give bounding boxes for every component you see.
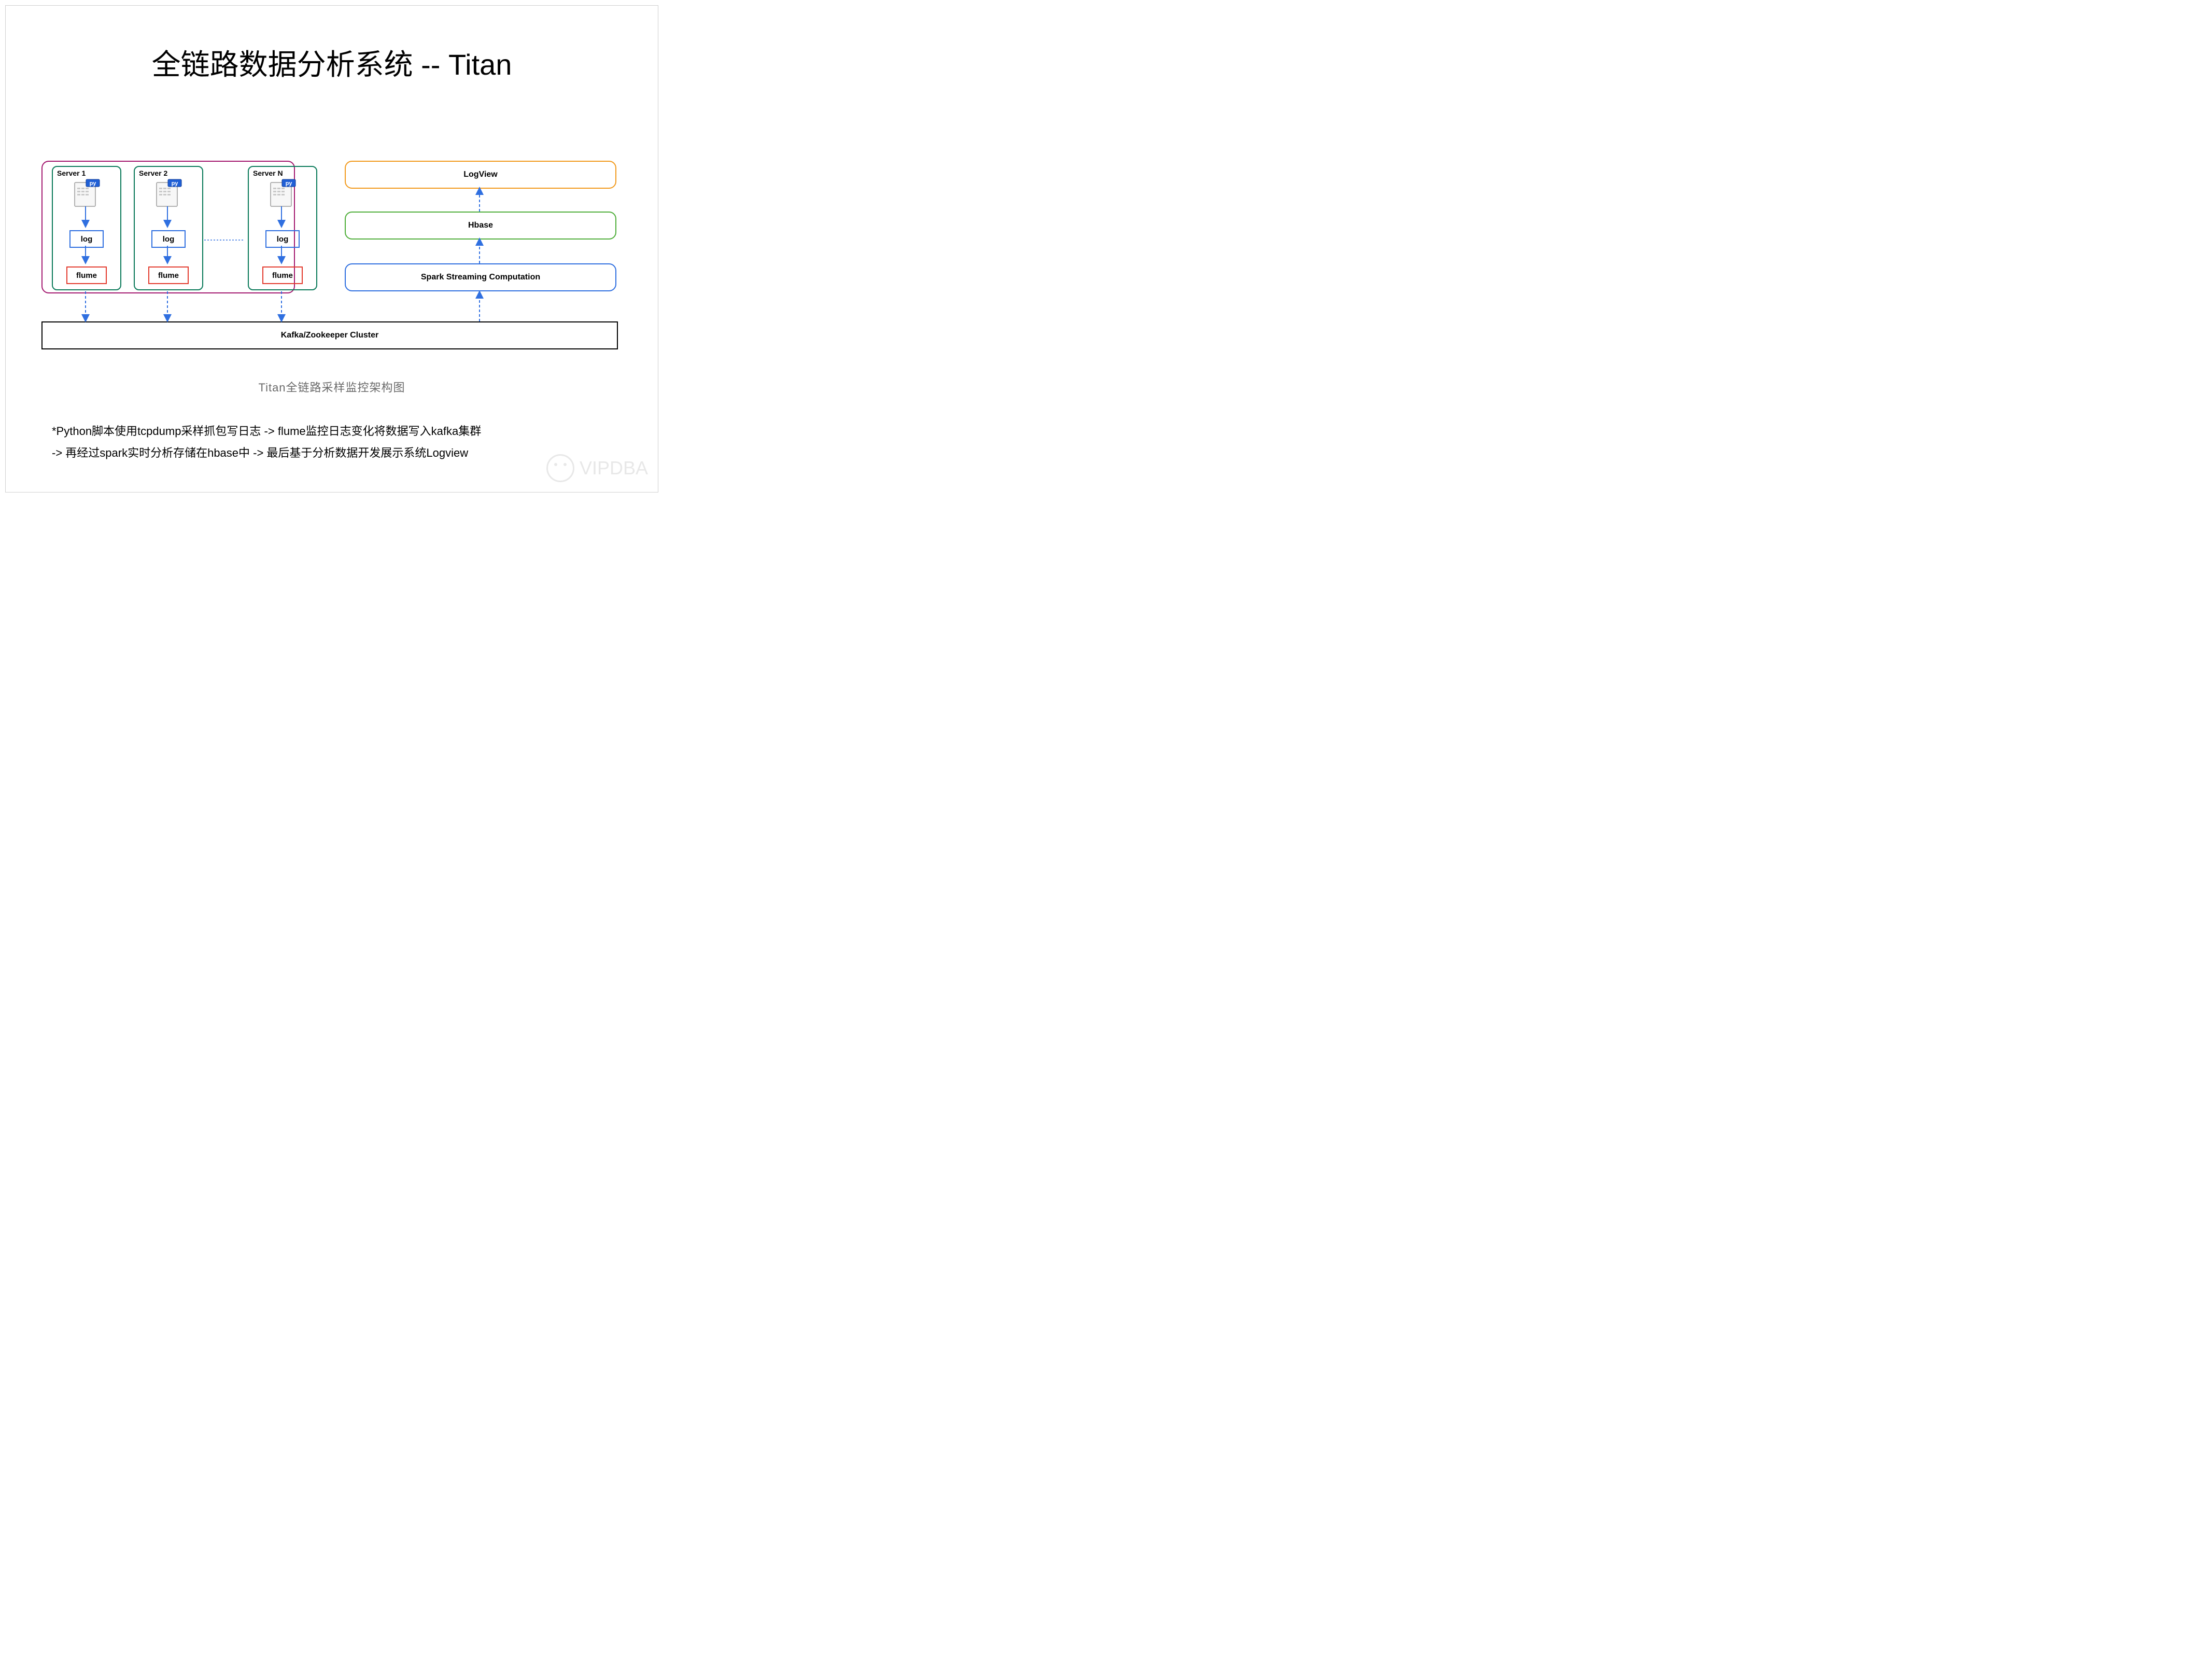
server-box: Server 2 py log flume bbox=[134, 166, 203, 290]
component-label: LogView bbox=[463, 170, 498, 179]
kafka-box: Kafka/Zookeeper Cluster bbox=[41, 321, 618, 349]
description-line-2: -> 再经过spark实时分析存储在hbase中 -> 最后基于分析数据开发展示… bbox=[52, 444, 612, 461]
kafka-label: Kafka/Zookeeper Cluster bbox=[281, 331, 379, 340]
diagram-caption: Titan全链路采样监控架构图 bbox=[0, 378, 664, 395]
component-label: Spark Streaming Computation bbox=[421, 273, 540, 282]
component-box: Hbase bbox=[345, 212, 616, 240]
description-line-1: *Python脚本使用tcpdump采样抓包写日志 -> flume监控日志变化… bbox=[52, 423, 612, 440]
server-box: Server N py log flume bbox=[248, 166, 317, 290]
slide-title: 全链路数据分析系统 -- Titan bbox=[0, 41, 664, 83]
server-label: Server 1 bbox=[57, 169, 86, 177]
log-box: log bbox=[265, 230, 300, 248]
python-file-icon: py bbox=[154, 178, 182, 207]
component-box: LogView bbox=[345, 161, 616, 189]
flume-box: flume bbox=[148, 266, 189, 284]
log-box: log bbox=[69, 230, 104, 248]
component-label: Hbase bbox=[468, 221, 493, 230]
watermark: VIPDBA bbox=[546, 454, 648, 482]
watermark-text: VIPDBA bbox=[580, 457, 648, 479]
svg-text:py: py bbox=[286, 180, 293, 187]
server-label: Server 2 bbox=[139, 169, 167, 177]
server-box: Server 1 py log flume bbox=[52, 166, 121, 290]
svg-text:py: py bbox=[90, 180, 97, 187]
flume-box: flume bbox=[262, 266, 303, 284]
component-box: Spark Streaming Computation bbox=[345, 263, 616, 291]
flume-box: flume bbox=[66, 266, 107, 284]
server-label: Server N bbox=[253, 169, 283, 177]
wechat-icon bbox=[546, 454, 574, 482]
servers-cluster-box: Server 1 py log flume Server 2 py log flume… bbox=[41, 161, 295, 293]
python-file-icon: py bbox=[269, 178, 297, 207]
python-file-icon: py bbox=[73, 178, 101, 207]
log-box: log bbox=[151, 230, 186, 248]
architecture-diagram: Server 1 py log flume Server 2 py log flume… bbox=[41, 150, 622, 358]
svg-text:py: py bbox=[172, 180, 179, 187]
